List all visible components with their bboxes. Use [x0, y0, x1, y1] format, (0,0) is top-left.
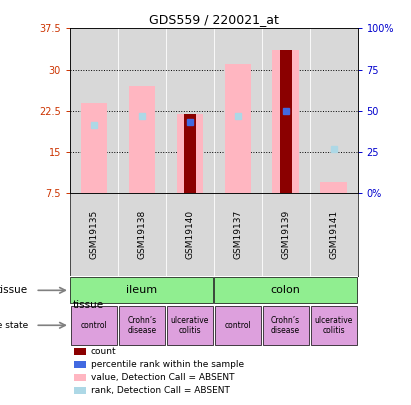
- Text: GSM19135: GSM19135: [89, 210, 98, 259]
- Text: colon: colon: [271, 286, 300, 295]
- Text: count: count: [90, 347, 116, 356]
- Text: GSM19137: GSM19137: [233, 210, 242, 259]
- Text: ileum: ileum: [126, 286, 157, 295]
- Text: control: control: [81, 321, 107, 330]
- Bar: [215, 306, 261, 345]
- Bar: [311, 306, 357, 345]
- Text: ulcerative
colitis: ulcerative colitis: [171, 315, 209, 335]
- Bar: [74, 361, 86, 368]
- Bar: [74, 387, 86, 394]
- Bar: [214, 277, 357, 303]
- Bar: [71, 306, 117, 345]
- Text: percentile rank within the sample: percentile rank within the sample: [90, 360, 244, 369]
- Bar: [74, 374, 86, 382]
- Text: ulcerative
colitis: ulcerative colitis: [314, 315, 353, 335]
- Text: GSM19141: GSM19141: [329, 210, 338, 259]
- Text: disease state: disease state: [0, 321, 28, 330]
- Text: GSM19139: GSM19139: [281, 210, 290, 259]
- Bar: [119, 306, 165, 345]
- Bar: [280, 50, 291, 194]
- Text: control: control: [224, 321, 251, 330]
- Title: GDS559 / 220021_at: GDS559 / 220021_at: [149, 13, 279, 26]
- Bar: [321, 183, 347, 194]
- Text: GSM19140: GSM19140: [185, 210, 194, 259]
- Bar: [74, 348, 86, 355]
- Text: Crohn’s
disease: Crohn’s disease: [271, 315, 300, 335]
- Text: rank, Detection Call = ABSENT: rank, Detection Call = ABSENT: [90, 386, 229, 395]
- Text: tissue: tissue: [73, 300, 104, 310]
- Text: tissue: tissue: [0, 286, 28, 295]
- Bar: [167, 306, 213, 345]
- Text: GSM19138: GSM19138: [137, 210, 146, 259]
- Text: Crohn’s
disease: Crohn’s disease: [127, 315, 156, 335]
- Bar: [70, 277, 213, 303]
- Text: value, Detection Call = ABSENT: value, Detection Call = ABSENT: [90, 373, 234, 382]
- Bar: [184, 114, 196, 194]
- Bar: [177, 114, 203, 194]
- Bar: [129, 86, 155, 194]
- Bar: [81, 102, 107, 194]
- Bar: [272, 50, 299, 194]
- Bar: [224, 64, 251, 194]
- Bar: [263, 306, 309, 345]
